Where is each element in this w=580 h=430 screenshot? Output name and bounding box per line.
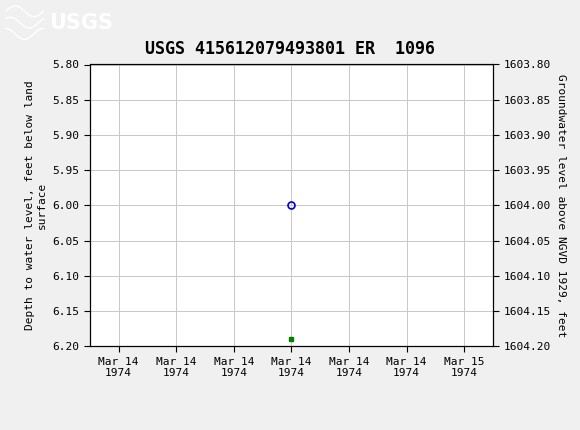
Y-axis label: Groundwater level above NGVD 1929, feet: Groundwater level above NGVD 1929, feet bbox=[556, 74, 566, 337]
Y-axis label: Depth to water level, feet below land
surface: Depth to water level, feet below land su… bbox=[24, 80, 47, 330]
Text: USGS 415612079493801 ER  1096: USGS 415612079493801 ER 1096 bbox=[145, 40, 435, 58]
Text: USGS: USGS bbox=[49, 12, 113, 33]
